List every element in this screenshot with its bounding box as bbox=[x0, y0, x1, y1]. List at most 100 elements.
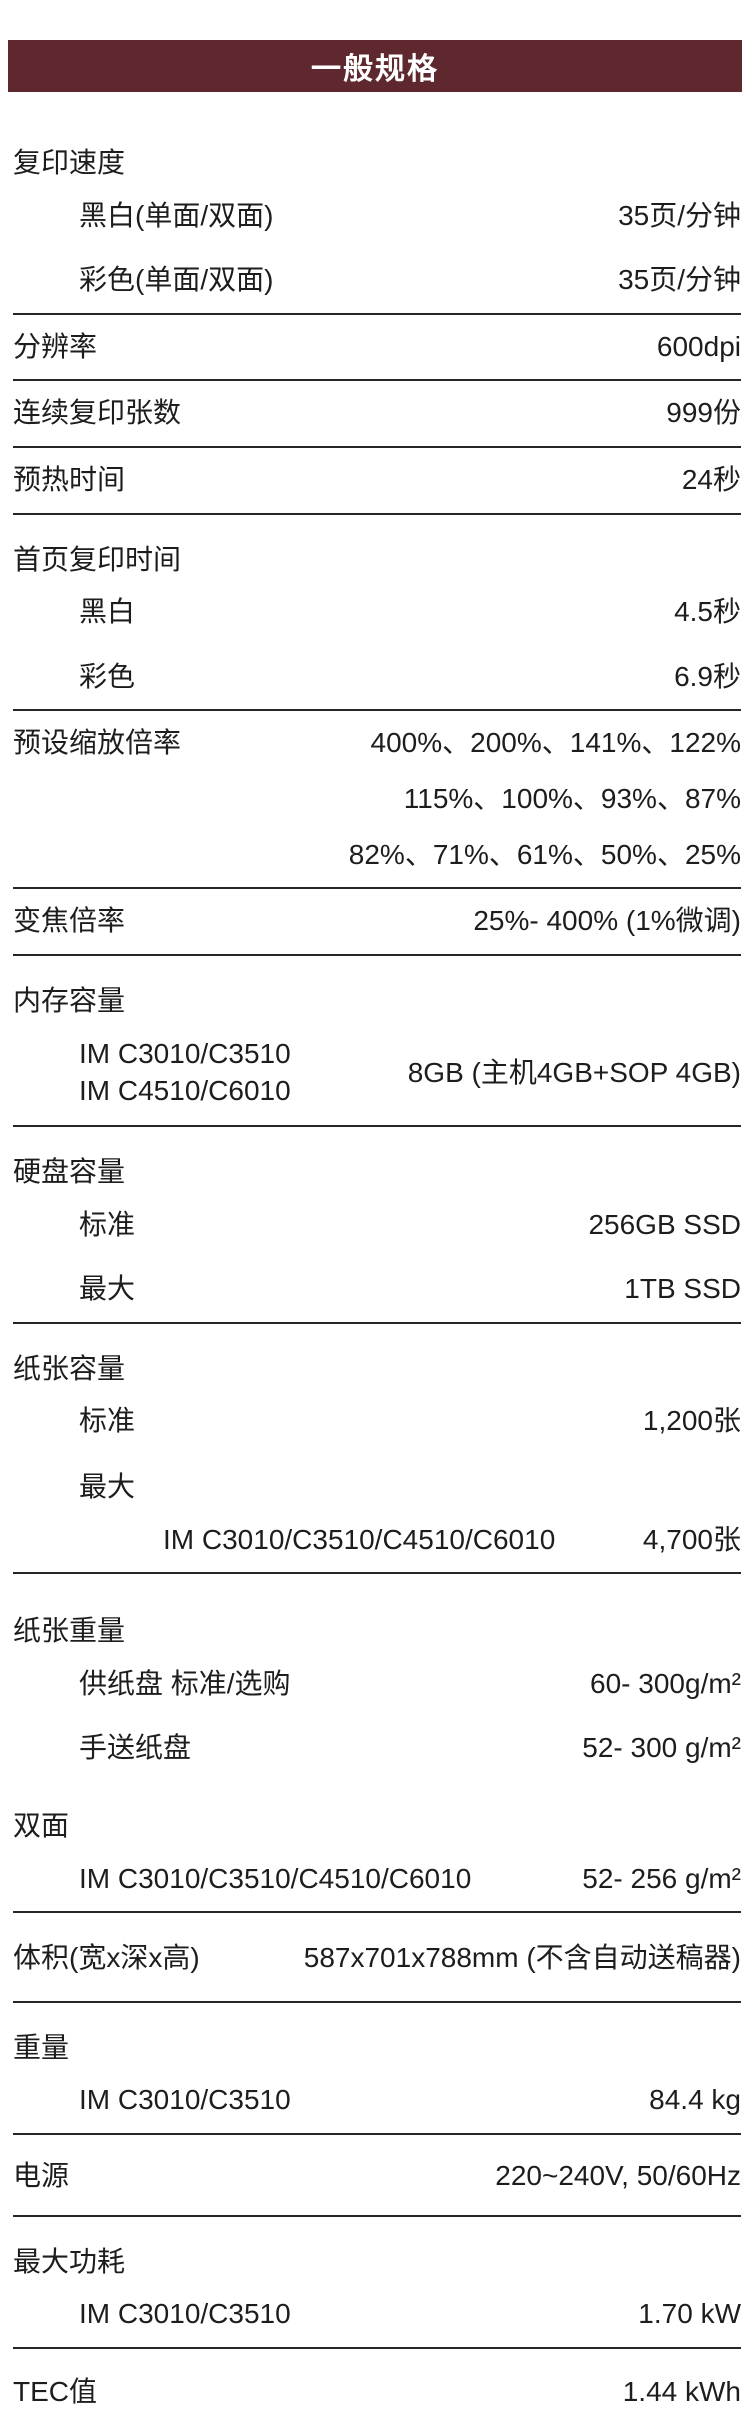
spec-label: 双面 bbox=[13, 1810, 70, 1842]
divider bbox=[13, 2000, 741, 2003]
spec-row-paper-capacity-standard: 标准 1,200张 bbox=[13, 1389, 741, 1454]
divider bbox=[13, 1911, 741, 1914]
spec-value: 1.70 kW bbox=[638, 2298, 741, 2330]
spec-label: 纸张容量 bbox=[13, 1352, 126, 1384]
spec-label: 硬盘容量 bbox=[13, 1156, 126, 1188]
spec-label: 重量 bbox=[13, 2031, 70, 2063]
divider bbox=[13, 1321, 741, 1324]
divider bbox=[13, 379, 741, 382]
spec-value: 8GB (主机4GB+SOP 4GB) bbox=[407, 1056, 741, 1088]
spec-label: IM C3010/C3510/C4510/C6010 bbox=[79, 1862, 472, 1894]
spec-label: IM C3010/C3510 bbox=[79, 2084, 291, 2116]
spec-row-copy-speed-bw: 黑白(单面/双面) 35页/分钟 bbox=[13, 184, 741, 249]
spec-row-paper-capacity-max-head: 最大 bbox=[13, 1454, 741, 1508]
divider bbox=[13, 445, 741, 448]
spec-label: IM C3010/C3510/C4510/C6010 bbox=[163, 1523, 556, 1555]
spec-table: 复印速度 黑白(单面/双面) 35页/分钟 彩色(单面/双面) 35页/分钟 分… bbox=[13, 118, 741, 2418]
spec-value: 4,700张 bbox=[642, 1523, 741, 1555]
spec-label: IM C3010/C3510 IM C4510/C6010 bbox=[13, 1036, 291, 1109]
spec-value: 35页/分钟 bbox=[618, 264, 741, 296]
spec-row-hdd-max: 最大 1TB SSD bbox=[13, 1257, 741, 1322]
spec-label: TEC值 bbox=[13, 2375, 98, 2407]
spec-value: 1,200张 bbox=[642, 1405, 741, 1437]
spec-label: 最大功耗 bbox=[13, 2245, 126, 2277]
spec-row-duplex-head: 双面 bbox=[13, 1781, 741, 1847]
spec-label: 黑白 bbox=[79, 596, 136, 628]
spec-label: 标准 bbox=[79, 1405, 136, 1437]
spec-label: 供纸盘 标准/选购 bbox=[79, 1667, 291, 1699]
spec-row-hdd-head: 硬盘容量 bbox=[13, 1127, 741, 1193]
spec-label: 首页复印时间 bbox=[13, 543, 182, 575]
spec-value: 25%- 400% (1%微调) bbox=[473, 905, 741, 937]
divider bbox=[13, 1125, 741, 1128]
spec-row-resolution: 分辨率 600dpi bbox=[13, 315, 741, 380]
spec-label: 分辨率 bbox=[13, 330, 98, 362]
spec-value: 52- 256 g/m² bbox=[582, 1862, 741, 1894]
spec-row-max-power-head: 最大功耗 bbox=[13, 2217, 741, 2283]
section-title: 一般规格 bbox=[311, 53, 439, 86]
spec-row-weight-head: 重量 bbox=[13, 2003, 741, 2069]
spec-label: 预设缩放倍率 bbox=[13, 727, 182, 759]
spec-label: 标准 bbox=[79, 1208, 136, 1240]
spec-row-memory-models: IM C3010/C3510 IM C4510/C6010 8GB (主机4GB… bbox=[13, 1021, 741, 1125]
spec-label: 手送纸盘 bbox=[79, 1732, 192, 1764]
spec-value-line: 400%、200%、141%、122% bbox=[370, 727, 741, 759]
spec-value: 1TB SSD bbox=[624, 1273, 741, 1305]
spec-value: 84.4 kg bbox=[649, 2084, 741, 2116]
spec-value: 4.5秒 bbox=[674, 596, 741, 628]
spec-value: 1.44 kWh bbox=[622, 2375, 741, 2407]
section-header-bar: 一般规格 bbox=[8, 40, 742, 92]
spec-label: 彩色 bbox=[79, 660, 136, 692]
spec-row-continuous-copy: 连续复印张数 999份 bbox=[13, 381, 741, 446]
spec-value: 52- 300 g/m² bbox=[582, 1732, 741, 1764]
divider bbox=[13, 312, 741, 315]
spec-row-dimensions: 体积(宽x深x高) 587x701x788mm (不含自动送稿器) bbox=[13, 1913, 741, 2001]
divider bbox=[13, 887, 741, 890]
spec-row-tec: TEC值 1.44 kWh bbox=[13, 2349, 741, 2418]
divider bbox=[13, 512, 741, 515]
divider bbox=[13, 953, 741, 956]
spec-row-weight-models: IM C3010/C3510 84.4 kg bbox=[13, 2068, 741, 2133]
spec-value: 999份 bbox=[666, 397, 741, 429]
spec-sheet: 一般规格 复印速度 黑白(单面/双面) 35页/分钟 彩色(单面/双面) 35页… bbox=[0, 40, 750, 2418]
model-name: IM C4510/C6010 bbox=[79, 1074, 291, 1106]
spec-row-duplex-models: IM C3010/C3510/C4510/C6010 52- 256 g/m² bbox=[13, 1847, 741, 1912]
spec-value: 600dpi bbox=[656, 330, 741, 362]
spec-row-copy-speed-head: 复印速度 bbox=[13, 118, 741, 184]
spec-value: 400%、200%、141%、122% 115%、100%、93%、87% 82… bbox=[349, 726, 741, 871]
spec-label: 内存容量 bbox=[13, 984, 126, 1016]
spec-label: 连续复印张数 bbox=[13, 397, 182, 429]
spec-row-power: 电源 220~240V, 50/60Hz bbox=[13, 2135, 741, 2215]
spec-row-first-copy-head: 首页复印时间 bbox=[13, 515, 741, 581]
spec-row-copy-speed-color: 彩色(单面/双面) 35页/分钟 bbox=[13, 248, 741, 313]
spec-row-paper-weight-head: 纸张重量 bbox=[13, 1574, 741, 1652]
spec-label: 纸张重量 bbox=[13, 1615, 126, 1647]
spec-value-line: 82%、71%、61%、50%、25% bbox=[348, 838, 741, 870]
divider bbox=[13, 709, 741, 712]
spec-row-paper-weight-bypass: 手送纸盘 52- 300 g/m² bbox=[13, 1716, 741, 1781]
spec-label: 电源 bbox=[13, 2160, 70, 2191]
spec-label: 预热时间 bbox=[13, 463, 126, 495]
spec-value: 256GB SSD bbox=[588, 1208, 741, 1240]
spec-label: 体积(宽x深x高) bbox=[13, 1942, 200, 1974]
spec-label: 变焦倍率 bbox=[13, 905, 126, 937]
spec-row-paper-weight-tray: 供纸盘 标准/选购 60- 300g/m² bbox=[13, 1652, 741, 1717]
spec-value: 587x701x788mm (不含自动送稿器) bbox=[303, 1942, 741, 1974]
spec-row-first-copy-color: 彩色 6.9秒 bbox=[13, 645, 741, 710]
spec-value: 6.9秒 bbox=[674, 660, 741, 692]
spec-row-warmup-time: 预热时间 24秒 bbox=[13, 448, 741, 513]
spec-value: 35页/分钟 bbox=[618, 199, 741, 231]
spec-value-line: 115%、100%、93%、87% bbox=[403, 782, 741, 814]
spec-label: 彩色(单面/双面) bbox=[79, 264, 274, 296]
spec-value: 60- 300g/m² bbox=[590, 1667, 741, 1699]
spec-value: 220~240V, 50/60Hz bbox=[495, 2160, 741, 2191]
spec-row-first-copy-bw: 黑白 4.5秒 bbox=[13, 580, 741, 645]
divider bbox=[13, 2133, 741, 2135]
spec-label: IM C3010/C3510 bbox=[79, 2298, 291, 2330]
divider bbox=[13, 1572, 741, 1575]
spec-row-paper-capacity-max-models: IM C3010/C3510/C4510/C6010 4,700张 bbox=[13, 1508, 741, 1573]
spec-row-max-power-models: IM C3010/C3510 1.70 kW bbox=[13, 2282, 741, 2347]
spec-label: 复印速度 bbox=[13, 147, 126, 178]
spec-row-zoom-range: 变焦倍率 25%- 400% (1%微调) bbox=[13, 889, 741, 954]
spec-row-preset-ratios: 预设缩放倍率 400%、200%、141%、122% 115%、100%、93%… bbox=[13, 711, 741, 887]
